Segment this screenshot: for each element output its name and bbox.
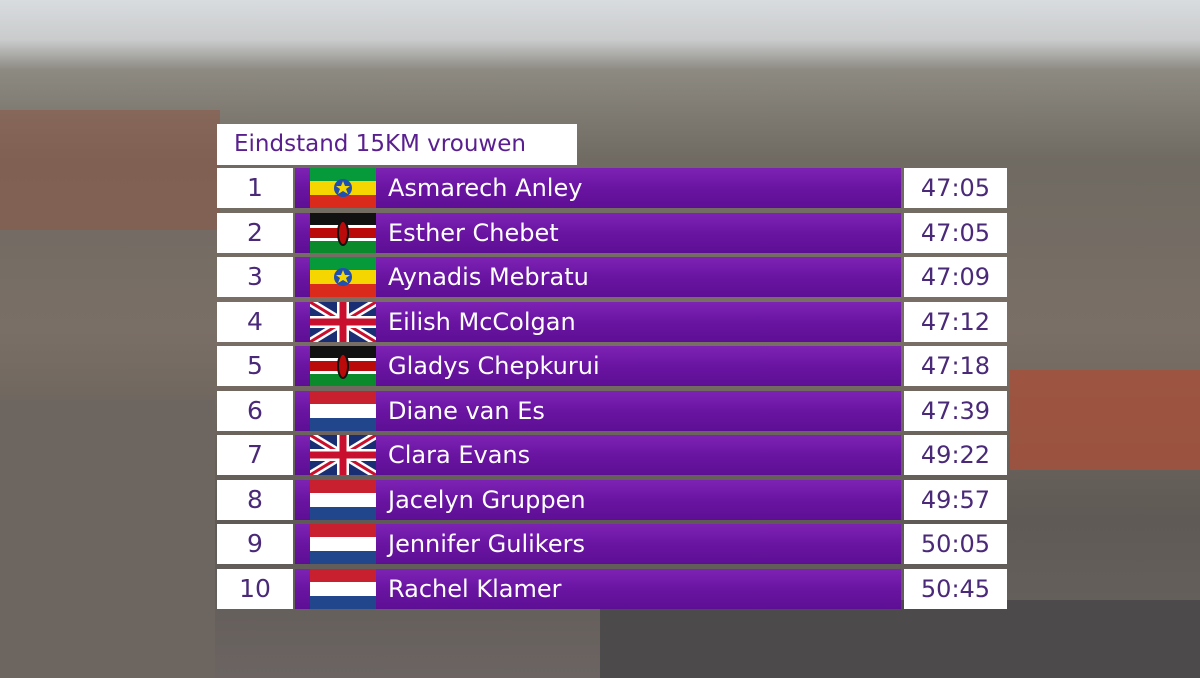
finish-time: 50:45 bbox=[904, 568, 1007, 609]
athlete-name: Esther Chebet bbox=[388, 218, 559, 247]
rank-cell: 7 bbox=[217, 435, 293, 475]
name-bar bbox=[295, 346, 901, 386]
background-building bbox=[0, 400, 215, 678]
rank-cell: 4 bbox=[217, 301, 293, 342]
flag-image bbox=[310, 213, 376, 253]
flag-image bbox=[310, 391, 376, 431]
background-road bbox=[600, 600, 1200, 678]
finish-time: 50:05 bbox=[904, 524, 1007, 564]
flag-image bbox=[310, 569, 376, 609]
flag-image bbox=[310, 346, 376, 386]
athlete-name: Clara Evans bbox=[388, 441, 531, 469]
results-title: Eindstand 15KM vrouwen bbox=[217, 124, 577, 165]
name-bar bbox=[295, 212, 901, 253]
athlete-name: Gladys Chepkurui bbox=[388, 352, 600, 380]
background-roofs bbox=[0, 110, 220, 230]
country-flag bbox=[310, 480, 376, 520]
rank-cell: 9 bbox=[217, 524, 293, 564]
name-bar bbox=[295, 168, 901, 208]
athlete-name: Eilish McColgan bbox=[388, 307, 576, 336]
rank-cell: 10 bbox=[217, 568, 293, 609]
finish-time: 47:18 bbox=[904, 346, 1007, 386]
athlete-name: Jennifer Gulikers bbox=[388, 530, 585, 558]
country-flag bbox=[310, 346, 376, 386]
finish-time: 47:09 bbox=[904, 257, 1007, 297]
flag-image bbox=[310, 168, 376, 208]
athlete-name: Asmarech Anley bbox=[388, 174, 583, 202]
finish-time: 49:22 bbox=[904, 435, 1007, 475]
country-flag bbox=[310, 391, 376, 431]
rank-cell: 8 bbox=[217, 479, 293, 520]
athlete-name: Diane van Es bbox=[388, 396, 545, 425]
flag-image bbox=[310, 480, 376, 520]
country-flag bbox=[310, 435, 376, 475]
finish-time: 49:57 bbox=[904, 479, 1007, 520]
athlete-name: Aynadis Mebratu bbox=[388, 263, 589, 291]
name-bar bbox=[295, 568, 901, 609]
finish-time: 47:05 bbox=[904, 168, 1007, 208]
finish-time: 47:39 bbox=[904, 390, 1007, 431]
name-bar bbox=[295, 435, 901, 475]
country-flag bbox=[310, 213, 376, 253]
country-flag bbox=[310, 168, 376, 208]
name-bar bbox=[295, 301, 901, 342]
country-flag bbox=[310, 569, 376, 609]
name-bar bbox=[295, 390, 901, 431]
name-bar bbox=[295, 524, 901, 564]
name-bar bbox=[295, 479, 901, 520]
country-flag bbox=[310, 257, 376, 297]
finish-time: 47:12 bbox=[904, 301, 1007, 342]
name-bar bbox=[295, 257, 901, 297]
country-flag bbox=[310, 524, 376, 564]
flag-image bbox=[310, 435, 376, 475]
flag-image bbox=[310, 302, 376, 342]
finish-time: 47:05 bbox=[904, 212, 1007, 253]
background-roofs bbox=[1010, 370, 1200, 470]
rank-cell: 6 bbox=[217, 390, 293, 431]
athlete-name: Jacelyn Gruppen bbox=[388, 485, 586, 514]
rank-cell: 1 bbox=[217, 168, 293, 208]
rank-cell: 5 bbox=[217, 346, 293, 386]
flag-image bbox=[310, 524, 376, 564]
rank-cell: 2 bbox=[217, 212, 293, 253]
country-flag bbox=[310, 302, 376, 342]
athlete-name: Rachel Klamer bbox=[388, 574, 562, 603]
rank-cell: 3 bbox=[217, 257, 293, 297]
flag-image bbox=[310, 257, 376, 297]
